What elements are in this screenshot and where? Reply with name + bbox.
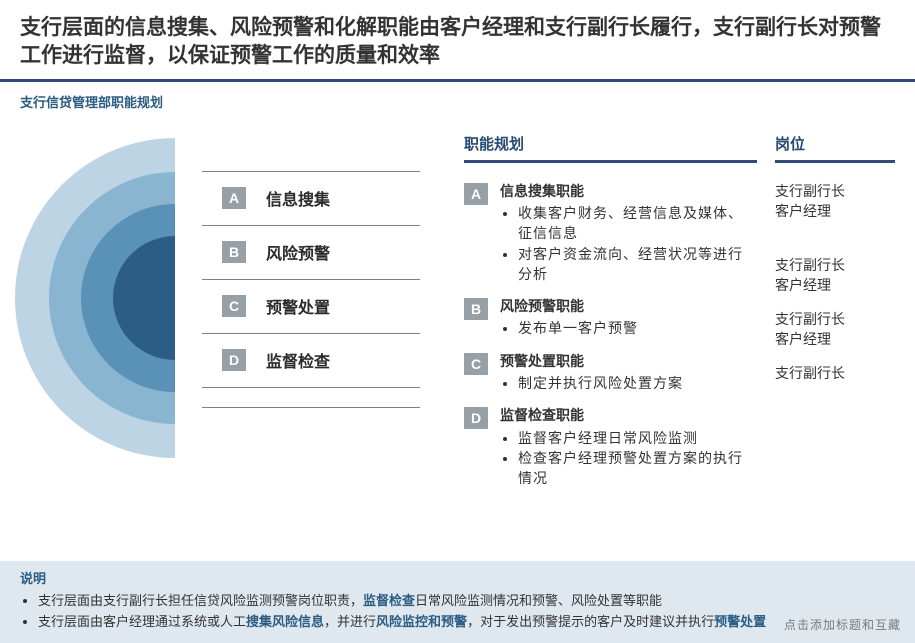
function-bullets: 制定并执行风险处置方案 bbox=[518, 373, 757, 393]
function-bullets: 监督客户经理日常风险监测检查客户经理预警处置方案的执行情况 bbox=[518, 428, 757, 489]
letter-badge: C bbox=[464, 353, 488, 375]
function-item: D 监督检查职能监督客户经理日常风险监测检查客户经理预警处置方案的执行情况 bbox=[464, 405, 757, 488]
function-body: 风险预警职能发布单一客户预警 bbox=[500, 296, 757, 339]
footer-highlight: 预警处置 bbox=[714, 614, 766, 629]
function-title: 监督检查职能 bbox=[500, 405, 757, 425]
footer-highlight: 搜集风险信息 bbox=[246, 614, 324, 629]
function-item: A 信息搜集职能收集客户财务、经营信息及媒体、征信信息对客户资金流向、经营状况等进… bbox=[464, 181, 757, 284]
role-item: 支行副行长客户经理 bbox=[775, 309, 895, 351]
page-subtitle: 支行信贷管理部职能规划 bbox=[0, 82, 915, 115]
function-bullet: 监督客户经理日常风险监测 bbox=[518, 428, 757, 448]
function-bullet: 制定并执行风险处置方案 bbox=[518, 373, 757, 393]
diagram-row: A 信息搜集 bbox=[202, 171, 420, 225]
function-bullet: 发布单一客户预警 bbox=[518, 318, 757, 338]
functions-list: A 信息搜集职能收集客户财务、经营信息及媒体、征信信息对客户资金流向、经营状况等进… bbox=[464, 181, 757, 489]
footer-line: 支行层面由支行副行长担任信贷风险监测预警岗位职责，监督检查日常风险监测情况和预警… bbox=[38, 591, 895, 612]
column-roles: 岗位 支行副行长客户经理支行副行长客户经理支行副行长客户经理支行副行长 bbox=[775, 133, 895, 501]
column-functions: 职能规划 A 信息搜集职能收集客户财务、经营信息及媒体、征信信息对客户资金流向、经… bbox=[464, 133, 757, 501]
function-body: 监督检查职能监督客户经理日常风险监测检查客户经理预警处置方案的执行情况 bbox=[500, 405, 757, 488]
diagram-rule bbox=[202, 407, 420, 408]
diagram-rows: A 信息搜集 B 风险预警 C 预警处置 D 监督检查 bbox=[202, 171, 420, 408]
footer-text: ，对于发出预警提示的客户及时建议并执行 bbox=[467, 614, 714, 629]
function-bullets: 发布单一客户预警 bbox=[518, 318, 757, 338]
footer-title: 说明 bbox=[20, 569, 895, 590]
role-line: 支行副行长 bbox=[775, 363, 895, 383]
column-header-roles: 岗位 bbox=[775, 133, 895, 163]
right-panel: 职能规划 A 信息搜集职能收集客户财务、经营信息及媒体、征信信息对客户资金流向、经… bbox=[464, 133, 895, 501]
role-line: 客户经理 bbox=[775, 329, 895, 349]
diagram-row-label: 监督检查 bbox=[266, 348, 330, 372]
letter-badge: D bbox=[464, 407, 488, 429]
role-item: 支行副行长客户经理 bbox=[775, 255, 895, 297]
watermark: 点击添加标题和互藏 bbox=[784, 616, 901, 633]
function-bullet: 检查客户经理预警处置方案的执行情况 bbox=[518, 448, 757, 489]
letter-badge: B bbox=[222, 241, 246, 263]
letter-badge: A bbox=[464, 183, 488, 205]
role-item: 支行副行长 bbox=[775, 363, 895, 425]
function-title: 风险预警职能 bbox=[500, 296, 757, 316]
diagram-row: C 预警处置 bbox=[202, 279, 420, 333]
page-title: 支行层面的信息搜集、风险预警和化解职能由客户经理和支行副行长履行，支行副行长对预… bbox=[0, 0, 915, 82]
role-line: 支行副行长 bbox=[775, 309, 895, 329]
arcs-svg bbox=[0, 123, 220, 473]
diagram-row-label: 预警处置 bbox=[266, 294, 330, 318]
letter-badge: A bbox=[222, 187, 246, 209]
function-bullets: 收集客户财务、经营信息及媒体、征信信息对客户资金流向、经营状况等进行分析 bbox=[518, 203, 757, 284]
role-line: 支行副行长 bbox=[775, 181, 895, 201]
footer-text: 日常风险监测情况和预警、风险处置等职能 bbox=[415, 593, 662, 608]
diagram-row: D 监督检查 bbox=[202, 333, 420, 387]
letter-badge: B bbox=[464, 298, 488, 320]
role-line: 客户经理 bbox=[775, 201, 895, 221]
footer-text: ，并进行 bbox=[324, 614, 376, 629]
footer-note: 说明 支行层面由支行副行长担任信贷风险监测预警岗位职责，监督检查日常风险监测情况… bbox=[0, 561, 915, 643]
function-title: 信息搜集职能 bbox=[500, 181, 757, 201]
diagram-row: B 风险预警 bbox=[202, 225, 420, 279]
function-item: B 风险预警职能发布单一客户预警 bbox=[464, 296, 757, 339]
nested-arc-diagram: A 信息搜集 B 风险预警 C 预警处置 D 监督检查 bbox=[20, 133, 440, 453]
column-header-functions: 职能规划 bbox=[464, 133, 757, 163]
function-item: C 预警处置职能制定并执行风险处置方案 bbox=[464, 351, 757, 394]
role-line: 客户经理 bbox=[775, 275, 895, 295]
main-content: A 信息搜集 B 风险预警 C 预警处置 D 监督检查 职能规划 A 信息搜集职能收集客户财务、… bbox=[0, 133, 915, 501]
footer-bullets: 支行层面由支行副行长担任信贷风险监测预警岗位职责，监督检查日常风险监测情况和预警… bbox=[38, 591, 895, 633]
diagram-rule bbox=[202, 387, 420, 407]
role-item: 支行副行长客户经理 bbox=[775, 181, 895, 243]
footer-highlight: 风险监控和预警 bbox=[376, 614, 467, 629]
footer-line: 支行层面由客户经理通过系统或人工搜集风险信息，并进行风险监控和预警，对于发出预警… bbox=[38, 612, 895, 633]
function-bullet: 对客户资金流向、经营状况等进行分析 bbox=[518, 244, 757, 285]
function-bullet: 收集客户财务、经营信息及媒体、征信信息 bbox=[518, 203, 757, 244]
role-line: 支行副行长 bbox=[775, 255, 895, 275]
footer-text: 支行层面由客户经理通过系统或人工 bbox=[38, 614, 246, 629]
footer-highlight: 监督检查 bbox=[363, 593, 415, 608]
function-body: 预警处置职能制定并执行风险处置方案 bbox=[500, 351, 757, 394]
footer-text: 支行层面由支行副行长担任信贷风险监测预警岗位职责， bbox=[38, 593, 363, 608]
function-body: 信息搜集职能收集客户财务、经营信息及媒体、征信信息对客户资金流向、经营状况等进行… bbox=[500, 181, 757, 284]
function-title: 预警处置职能 bbox=[500, 351, 757, 371]
letter-badge: C bbox=[222, 295, 246, 317]
diagram-row-label: 信息搜集 bbox=[266, 186, 330, 210]
letter-badge: D bbox=[222, 349, 246, 371]
roles-list: 支行副行长客户经理支行副行长客户经理支行副行长客户经理支行副行长 bbox=[775, 181, 895, 425]
diagram-row-label: 风险预警 bbox=[266, 240, 330, 264]
